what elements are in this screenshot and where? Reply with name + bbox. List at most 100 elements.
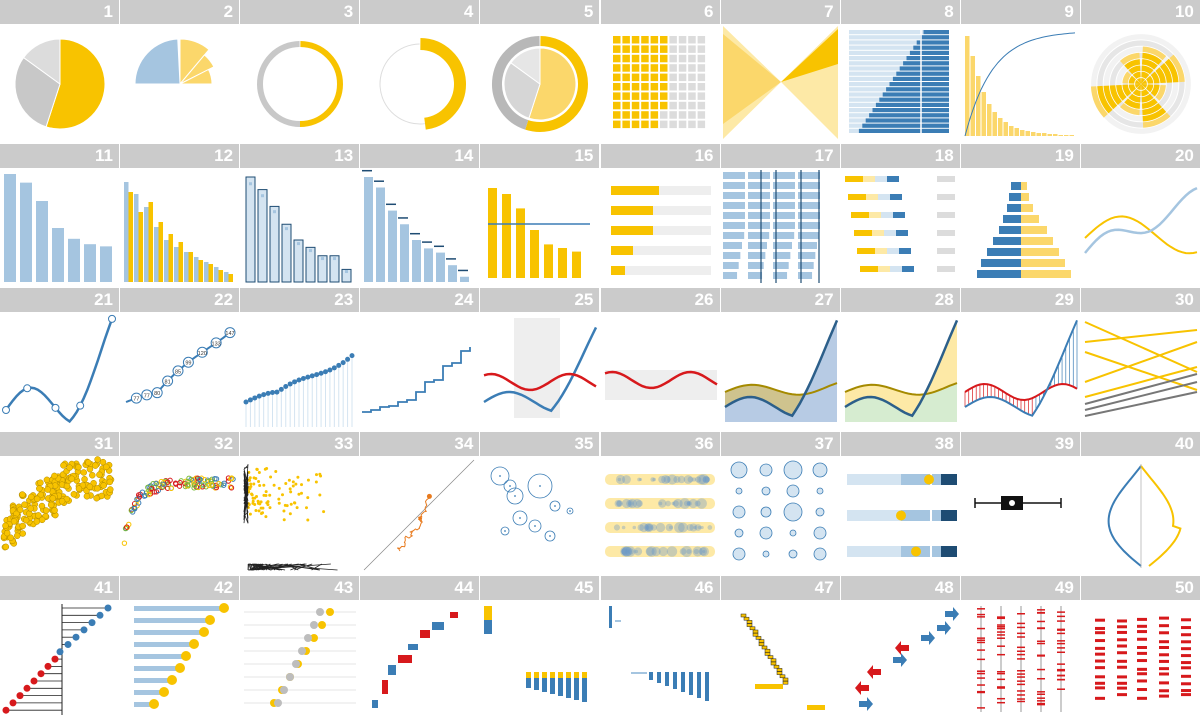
point xyxy=(620,547,629,556)
bar xyxy=(134,194,139,282)
waffle-cell xyxy=(650,83,658,91)
strip-mark xyxy=(1036,620,1045,623)
point xyxy=(16,506,24,514)
bar xyxy=(400,224,410,282)
waffle-cell xyxy=(612,101,620,110)
strip-mark xyxy=(1094,639,1105,643)
waffle-cell xyxy=(678,36,686,44)
cell-header: 24 xyxy=(360,288,480,312)
strip-mark xyxy=(996,624,1005,626)
point xyxy=(319,474,323,478)
slope-line xyxy=(1084,373,1198,405)
pie-slice xyxy=(179,38,210,86)
chart-cell-8: 8 xyxy=(840,0,960,143)
strip-mark xyxy=(1094,686,1105,690)
strip-mark xyxy=(1158,681,1169,685)
bubble-center xyxy=(514,495,517,497)
chart-4 xyxy=(379,38,467,130)
waffle-cell xyxy=(668,101,677,110)
waffle-cell xyxy=(650,73,658,82)
cell-header: 35 xyxy=(480,432,600,456)
density-line xyxy=(1140,465,1182,567)
bar-bg xyxy=(848,56,949,61)
point xyxy=(228,476,234,482)
radial-segment xyxy=(1124,59,1141,70)
chart-number: 50 xyxy=(1174,578,1194,597)
point xyxy=(47,501,55,509)
bar xyxy=(856,248,875,254)
strip-mark xyxy=(996,678,1005,681)
strip-mark xyxy=(1056,678,1065,681)
chart-cell-22: 22 77 77 80 81 85 99 120 133 147 xyxy=(120,288,240,431)
bubble xyxy=(549,500,561,512)
bar xyxy=(1020,237,1053,245)
bar xyxy=(184,252,189,282)
chart-3 xyxy=(257,41,344,127)
bar xyxy=(1069,135,1074,136)
rug-mark xyxy=(243,473,249,524)
point xyxy=(21,501,28,508)
point xyxy=(43,476,51,484)
chart-cell-35: 35 xyxy=(480,432,600,575)
waffle-cell xyxy=(687,45,696,53)
point xyxy=(256,499,260,503)
strip-mark xyxy=(976,658,985,661)
radial-segment xyxy=(1142,46,1167,61)
chart-cell-50: 50 xyxy=(1080,576,1200,719)
strip-mark xyxy=(1036,691,1045,693)
point xyxy=(643,522,654,533)
bar xyxy=(754,684,783,689)
bar xyxy=(986,248,1021,256)
bar xyxy=(747,192,770,199)
radial-segment xyxy=(1141,93,1154,103)
point xyxy=(277,497,281,501)
point xyxy=(83,493,91,500)
bar xyxy=(747,222,770,229)
dot xyxy=(286,673,295,681)
radial-segment xyxy=(1122,71,1132,84)
point xyxy=(141,389,153,401)
chart-number: 44 xyxy=(454,578,474,597)
radial-segment xyxy=(1124,98,1141,109)
point xyxy=(672,498,683,509)
chart-13 xyxy=(245,176,352,283)
waffle-cell xyxy=(621,101,630,110)
radial-segment xyxy=(1119,102,1140,116)
strip-mark xyxy=(996,686,1005,688)
strip-mark xyxy=(1180,674,1191,678)
radial-segment xyxy=(1141,98,1158,109)
radial-segment xyxy=(1122,84,1132,97)
strip-mark xyxy=(1116,638,1127,642)
waffle-cell xyxy=(640,83,649,91)
waffle-cell xyxy=(687,120,696,129)
series-line xyxy=(483,326,598,413)
chart-7 xyxy=(722,26,838,139)
point xyxy=(58,498,66,505)
strip-mark xyxy=(1016,694,1025,696)
rug-mark xyxy=(248,563,252,571)
point xyxy=(208,482,215,488)
strip-mark xyxy=(1056,642,1065,645)
bar-bg xyxy=(610,206,711,215)
point xyxy=(702,475,710,484)
point xyxy=(150,480,156,487)
bar xyxy=(868,212,881,218)
strip-mark xyxy=(1180,640,1191,644)
bar xyxy=(858,128,949,133)
point xyxy=(182,356,194,368)
waffle-cell xyxy=(612,120,620,129)
cell-header: 10 xyxy=(1080,0,1200,24)
waffle-cell xyxy=(678,64,686,72)
point xyxy=(686,501,691,506)
point xyxy=(632,525,636,530)
waffle-cell xyxy=(668,120,677,129)
strip-mark xyxy=(1016,636,1025,638)
waffle-cell xyxy=(659,101,667,110)
point xyxy=(307,478,311,482)
point xyxy=(655,522,665,533)
strip-mark xyxy=(1056,628,1065,631)
chart-17 xyxy=(722,170,820,283)
chart-number: 47 xyxy=(814,578,834,597)
bar xyxy=(1020,259,1065,267)
point xyxy=(36,485,43,492)
